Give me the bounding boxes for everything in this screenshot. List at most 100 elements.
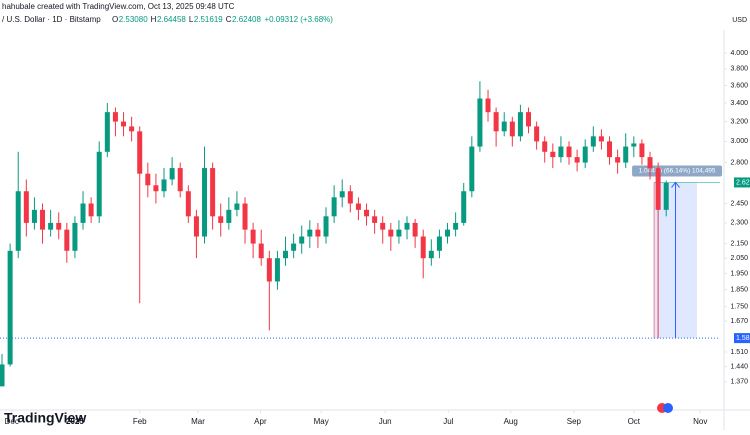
candle-body xyxy=(647,157,653,169)
candle-body xyxy=(590,136,596,147)
candle-body xyxy=(364,209,370,217)
symbol: / U.S. Dollar · 1D · Bitstamp xyxy=(2,15,101,24)
candle-body xyxy=(550,151,556,158)
candle-body xyxy=(526,112,532,127)
candle-body xyxy=(420,236,426,259)
candle-body xyxy=(137,131,143,174)
candle-body xyxy=(104,112,110,152)
y-tick-label: 1.750 xyxy=(730,304,748,311)
ohlc-value: 2.64458 xyxy=(157,15,186,24)
x-tick-label: Mar xyxy=(191,417,205,426)
price-tag xyxy=(734,177,750,188)
x-tick-label: 2025 xyxy=(66,417,84,426)
candle-body xyxy=(112,112,118,122)
ohlc-key: C xyxy=(226,15,232,24)
y-tick-label: 4.000 xyxy=(730,50,748,57)
candle-body xyxy=(347,191,353,204)
ohlc-key: L xyxy=(189,15,194,24)
candle-body xyxy=(169,168,175,180)
candle-body xyxy=(339,191,345,198)
ohlc-value: 2.53080 xyxy=(119,15,148,24)
candle-body xyxy=(574,157,580,163)
x-tick-label: Jun xyxy=(379,417,392,426)
candle-body xyxy=(258,243,264,259)
ohlc-value: 2.62408 xyxy=(232,15,261,24)
candle-body xyxy=(598,136,604,142)
candle-body xyxy=(323,216,329,237)
candle-body xyxy=(623,146,629,163)
candle-body xyxy=(64,229,70,251)
ohlc-value: 2.51619 xyxy=(194,15,223,24)
x-tick-label: Apr xyxy=(254,417,267,426)
candle-body xyxy=(96,151,102,217)
candle-body xyxy=(56,222,62,230)
candle-body xyxy=(218,216,224,223)
y-tick-label: 2.050 xyxy=(730,255,748,262)
candle-body xyxy=(15,191,21,251)
candle-body xyxy=(145,173,151,186)
candle-body xyxy=(615,157,621,163)
x-tick-label: Dec xyxy=(5,417,19,426)
y-tick-label: 3.800 xyxy=(730,66,748,73)
x-tick-label: Feb xyxy=(133,417,147,426)
candle-body xyxy=(210,168,216,217)
candle-body xyxy=(234,203,240,210)
candle-body xyxy=(72,222,78,251)
candle-body xyxy=(469,146,475,192)
candle-body xyxy=(582,146,588,163)
currency: USD xyxy=(732,17,747,24)
candle-body xyxy=(493,112,499,132)
y-tick-label: 1.670 xyxy=(730,318,748,325)
y-tick-label: 2.800 xyxy=(730,159,748,166)
candle-body xyxy=(639,143,645,158)
candle-body xyxy=(193,216,199,237)
candle-body xyxy=(558,146,564,158)
candle-body xyxy=(177,168,183,192)
y-tick-label: 2.150 xyxy=(730,240,748,247)
candle-body xyxy=(80,203,86,223)
candle-body xyxy=(380,222,386,230)
x-tick-label: Nov xyxy=(693,417,707,426)
price-tag-label: 1.58 xyxy=(736,335,750,342)
candle-body xyxy=(607,141,613,158)
candle-body xyxy=(299,236,305,244)
ohlc-value: +0.09312 (+3.68%) xyxy=(264,15,333,24)
candle-body xyxy=(266,258,272,282)
candle-body xyxy=(161,179,167,192)
candle-body xyxy=(88,203,94,217)
candle-body xyxy=(509,121,515,137)
credit: hahubale created with TradingView.com, O… xyxy=(2,2,235,11)
candle-body xyxy=(31,209,37,223)
candle-body xyxy=(542,141,548,152)
candle-body xyxy=(355,203,361,210)
candle-body xyxy=(307,229,313,237)
price-tag-label: 2.62 xyxy=(736,179,750,186)
candle-body xyxy=(428,250,434,259)
candle-body xyxy=(291,243,297,251)
ohlc-key: O xyxy=(112,15,118,24)
y-tick-label: 3.600 xyxy=(730,82,748,89)
candle-body xyxy=(153,185,159,192)
candle-body xyxy=(331,197,337,217)
y-tick-label: 3.000 xyxy=(730,138,748,145)
measure-label: 1.04495 (66.14%) 104,495 xyxy=(639,168,716,175)
candle-body xyxy=(485,98,491,113)
candle-body xyxy=(631,143,637,147)
candle-body xyxy=(121,121,127,127)
candle-body xyxy=(226,209,232,223)
candle-body xyxy=(396,229,402,237)
candle-body xyxy=(461,191,467,223)
x-tick-label: Sep xyxy=(567,417,582,426)
x-tick-label: Jul xyxy=(443,417,453,426)
candle-body xyxy=(517,112,523,137)
x-tick-label: Aug xyxy=(504,417,518,426)
y-tick-label: 3.200 xyxy=(730,118,748,125)
y-tick-label: 2.300 xyxy=(730,220,748,227)
candle-body xyxy=(412,222,418,237)
measure-label-box xyxy=(632,165,723,177)
candle-body xyxy=(663,182,669,210)
logo: TradingView xyxy=(4,410,86,426)
x-tick-label: Oct xyxy=(628,417,641,426)
